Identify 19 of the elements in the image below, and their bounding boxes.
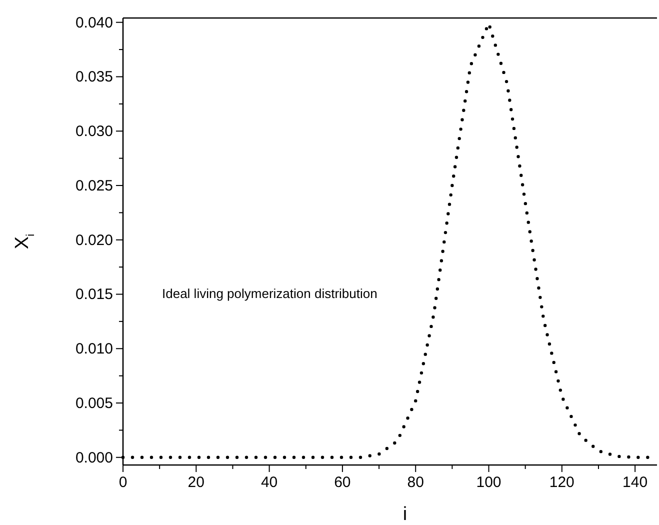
y-tick-label: 0.010 [75, 340, 113, 358]
x-axis-title: i [402, 504, 408, 525]
y-tick-label: 0.015 [75, 286, 113, 304]
x-tick-label: 40 [260, 474, 278, 491]
x-tick-label: 140 [622, 474, 648, 491]
y-tick-label: 0.005 [75, 395, 113, 412]
x-tick-label: 20 [188, 474, 204, 491]
y-tick-label: 0.000 [75, 449, 113, 466]
y-tick-label: 0.025 [75, 177, 113, 194]
y-tick-label: 0.020 [75, 232, 113, 249]
x-tick-label: 60 [334, 474, 351, 491]
x-tick-label: 0 [118, 474, 128, 491]
y-tick-label: 0.035 [75, 68, 113, 86]
annotation: Ideal living polymerization distribution [162, 286, 378, 301]
x-tick-label: 80 [407, 474, 424, 491]
x-tick-label: 120 [549, 474, 574, 491]
y-tick-label: 0.030 [75, 123, 113, 140]
y-tick-label: 0.040 [75, 14, 113, 32]
x-tick-label: 100 [476, 474, 502, 491]
